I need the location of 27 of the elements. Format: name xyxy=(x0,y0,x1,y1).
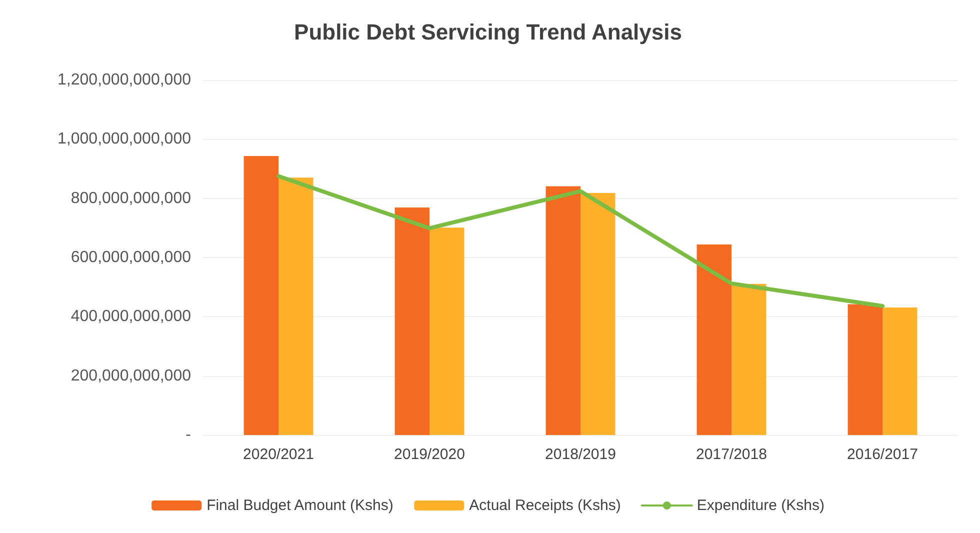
x-tick-label: 2017/2018 xyxy=(696,446,767,463)
legend-label: Final Budget Amount (Kshs) xyxy=(206,497,394,514)
y-tick-label: 800,000,000,000 xyxy=(70,190,192,207)
x-tick-label: 2016/2017 xyxy=(847,446,918,463)
x-tick-label: 2018/2019 xyxy=(545,446,616,463)
x-tick-label: 2020/2021 xyxy=(243,446,314,463)
chart-title: Public Debt Servicing Trend Analysis xyxy=(294,20,682,44)
legend-label: Actual Receipts (Kshs) xyxy=(469,497,621,514)
bar xyxy=(278,178,314,435)
y-tick-label: 400,000,000,000 xyxy=(70,308,192,326)
line-series xyxy=(276,174,884,308)
y-tick-label: - xyxy=(186,426,191,444)
bar xyxy=(882,307,918,435)
legend-label: Expenditure (Kshs) xyxy=(696,497,824,514)
y-tick-label: 600,000,000,000 xyxy=(70,249,192,266)
bar xyxy=(244,156,278,435)
x-tick-label: 2019/2020 xyxy=(394,446,465,463)
y-tick-label: 1,000,000,000,000 xyxy=(58,130,192,148)
bar xyxy=(732,284,766,435)
bar xyxy=(696,244,732,435)
bar xyxy=(546,186,580,435)
y-tick-label: 200,000,000,000 xyxy=(70,367,192,384)
bar xyxy=(394,208,430,435)
bar xyxy=(430,228,464,435)
bar xyxy=(848,304,882,435)
y-tick-label: 1,200,000,000,000 xyxy=(58,72,192,88)
bar xyxy=(580,193,616,435)
